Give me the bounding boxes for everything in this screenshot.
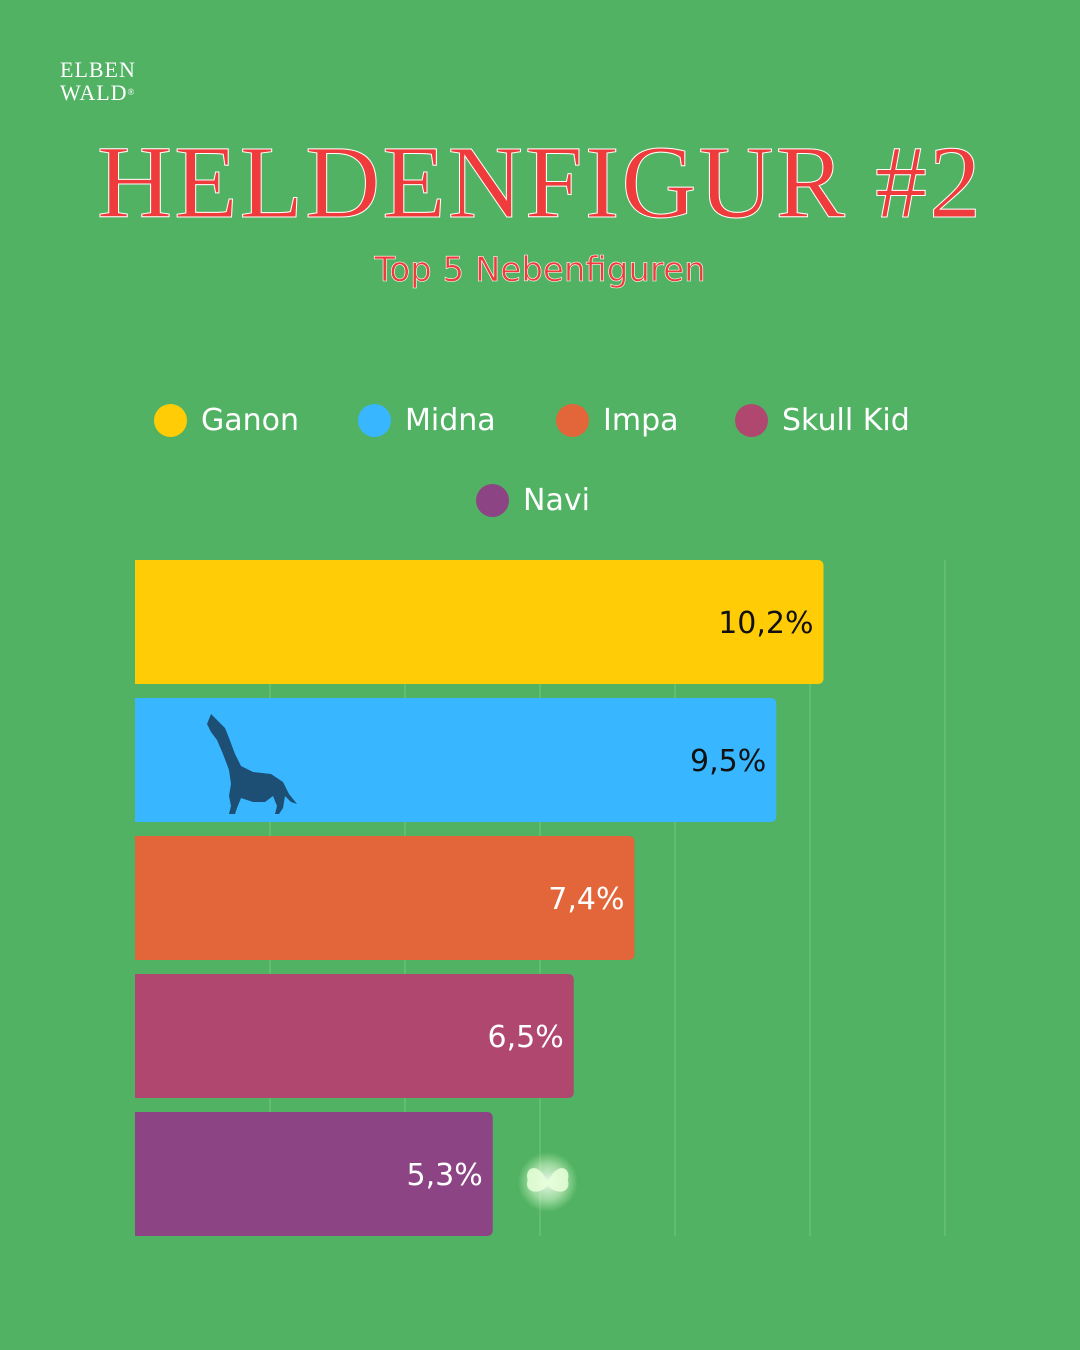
bars [135, 560, 824, 1236]
value-labels: 10,2% 9,5% 7,4% 6,5% 5,3% [407, 606, 814, 1193]
wolf-icon [207, 714, 297, 814]
value-label: 10,2% [718, 606, 813, 641]
legend-label: Skull Kid [782, 402, 910, 438]
legend-item-navi: Navi [476, 480, 590, 520]
legend-label: Impa [603, 402, 679, 438]
bar-icons [207, 714, 578, 1212]
bar-impa [135, 836, 635, 960]
value-label: 7,4% [548, 882, 624, 917]
bar-midna [135, 698, 777, 822]
legend-label: Midna [405, 402, 496, 438]
value-label: 5,3% [407, 1158, 483, 1193]
legend-label: Navi [523, 482, 590, 518]
registered-mark: ® [127, 87, 136, 97]
brand-logo: ELBEN WALD® [60, 58, 136, 104]
bar-ganon [135, 560, 824, 684]
page-subtitle: Top 5 Nebenfiguren [374, 250, 706, 291]
legend-dot-skull-kid [735, 403, 768, 437]
legend-label: Ganon [201, 402, 300, 438]
legend-dot-navi [476, 483, 509, 517]
page-title: HELDENFIGUR #2 [97, 125, 983, 240]
legend-dot-midna [358, 403, 391, 437]
bar-navi [135, 1112, 493, 1236]
legend-item-midna: Midna [358, 400, 496, 440]
value-label: 6,5% [488, 1020, 564, 1055]
brand-line-2: WALD® [60, 80, 136, 105]
legend-dot-impa [556, 403, 589, 437]
legend-item-ganon: Ganon [154, 400, 299, 440]
legend-item-impa: Impa [556, 400, 679, 440]
value-label: 9,5% [690, 744, 766, 779]
bar-skull-kid [135, 974, 574, 1098]
legend-item-skull-kid: Skull Kid [735, 400, 910, 440]
brand-line-1: ELBEN [60, 57, 136, 82]
legend-dot-ganon [154, 403, 187, 437]
fairy-icon [517, 1152, 578, 1212]
